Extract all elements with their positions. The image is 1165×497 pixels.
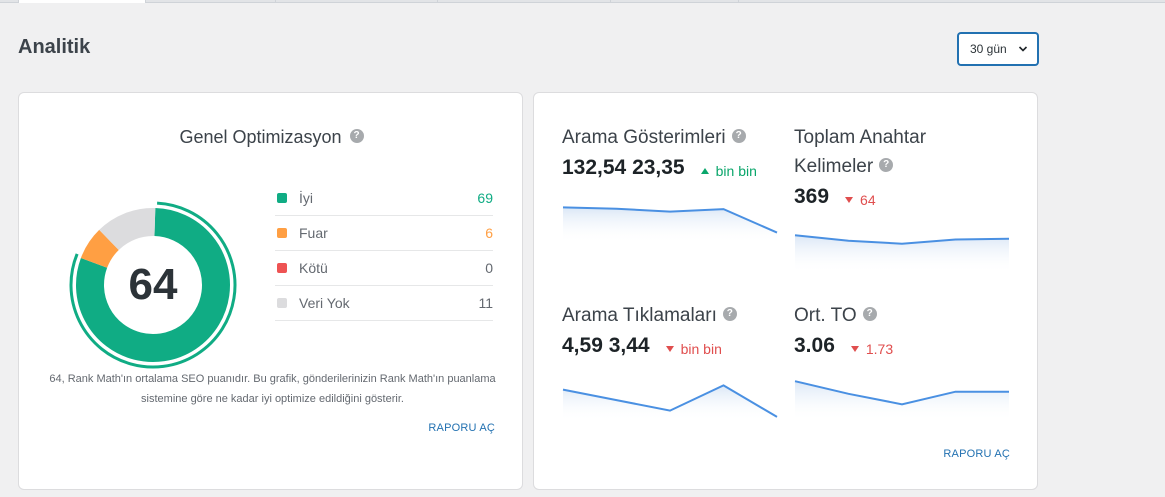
- arrow-down-icon: [665, 346, 674, 352]
- legend-label: Veri Yok: [299, 295, 350, 311]
- overall-optimization-title: Genel Optimizasyon: [179, 127, 342, 147]
- period-select-value: 30 gün: [970, 42, 1007, 56]
- legend-label: Kötü: [299, 260, 328, 276]
- metric-value: 4,59 3,44: [562, 334, 650, 357]
- metric-title: Arama Gösterimleri: [562, 127, 726, 148]
- legend-count: 11: [478, 295, 493, 311]
- sparkline-line: [794, 380, 1009, 406]
- metric-change-value: bin bin: [680, 341, 722, 357]
- metric-change-value: 64: [860, 192, 876, 208]
- sparkline-area: [795, 381, 1009, 421]
- sparkline-line: [794, 234, 1010, 245]
- arrow-down-icon: [845, 197, 854, 203]
- legend-item: İyi 69: [275, 181, 493, 216]
- sparkline-line: [562, 206, 778, 234]
- metric-value: 369: [794, 185, 830, 208]
- legend-swatch: [277, 298, 287, 308]
- legend-item: Fuar 6: [275, 216, 493, 251]
- metric-sparkline: [794, 380, 1009, 421]
- metric-heading: Toplam Anahtar Kelimeler?: [794, 123, 954, 181]
- active-tab[interactable]: [18, 0, 146, 3]
- metric-values: 4,59 3,44 bin bin: [562, 334, 778, 358]
- metric-change-value: bin bin: [715, 163, 757, 179]
- legend-item: Veri Yok 11: [275, 286, 493, 321]
- metric-value: 3.06: [794, 334, 835, 357]
- metric-heading: Arama Tıklamaları?: [562, 301, 778, 330]
- legend-label: Fuar: [299, 225, 328, 241]
- overall-description: 64, Rank Math'ın ortalama SEO puanıdır. …: [49, 373, 496, 405]
- score-donut-chart: [69, 201, 237, 369]
- metric-values: 3.06 1.73: [794, 334, 1010, 358]
- metric-change: bin bin: [665, 341, 722, 357]
- legend-count: 69: [477, 190, 493, 206]
- metric-sparkline: [562, 206, 778, 243]
- score-legend: İyi 69 Fuar 6 Kötü 0 Veri Yok 11: [275, 181, 493, 321]
- top-tab-bar: [0, 0, 1165, 3]
- open-report-link[interactable]: RAPORU AÇ: [428, 422, 495, 434]
- legend-count: 0: [485, 260, 493, 276]
- page-title: Analitik: [18, 36, 91, 58]
- overall-optimization-heading: Genel Optimizasyon?: [19, 127, 524, 148]
- overall-optimization-card: Genel Optimizasyon? 64 İyi 69 Fuar 6 Kötü 0 Ve…: [18, 92, 523, 490]
- metric-block: Arama Tıklamaları? 4,59 3,44 bin bin: [562, 301, 778, 358]
- metric-block: Toplam Anahtar Kelimeler? 369 64: [794, 123, 1010, 209]
- donut-highlight-ring: [69, 201, 237, 369]
- sparkline-area: [563, 207, 777, 243]
- arrow-up-icon: [700, 168, 709, 174]
- open-report-link[interactable]: RAPORU AÇ: [943, 448, 1010, 460]
- help-icon[interactable]: ?: [862, 306, 877, 321]
- arrow-down-icon: [850, 346, 859, 352]
- sparkline-area: [795, 235, 1009, 273]
- chevron-down-icon: [1018, 46, 1028, 52]
- tab-divider: [275, 0, 276, 3]
- metric-block: Arama Gösterimleri? 132,54 23,35 bin bin: [562, 123, 778, 180]
- metric-change: 1.73: [850, 341, 894, 357]
- tab-divider: [437, 0, 438, 3]
- donut-segment: [99, 208, 156, 251]
- help-icon[interactable]: ?: [879, 157, 894, 172]
- search-metrics-card: RAPORU AÇ Arama Gösterimleri? 132,54 23,3…: [533, 92, 1038, 490]
- metric-change: bin bin: [700, 163, 757, 179]
- legend-swatch: [277, 228, 287, 238]
- metric-title: Arama Tıklamaları: [562, 305, 717, 326]
- metric-sparkline: [794, 234, 1010, 273]
- legend-swatch: [277, 263, 287, 273]
- metric-title: Toplam Anahtar Kelimeler: [794, 127, 927, 177]
- help-icon[interactable]: ?: [349, 129, 364, 144]
- help-icon[interactable]: ?: [722, 306, 737, 321]
- period-select[interactable]: 30 gün: [958, 33, 1038, 65]
- metric-heading: Arama Gösterimleri?: [562, 123, 778, 152]
- metric-title: Ort. TO: [794, 305, 857, 326]
- metric-sparkline: [562, 384, 778, 421]
- metric-change-value: 1.73: [865, 341, 894, 357]
- metric-values: 132,54 23,35 bin bin: [562, 156, 778, 180]
- metric-heading: Ort. TO?: [794, 301, 1010, 330]
- metric-block: Ort. TO? 3.06 1.73: [794, 301, 1010, 358]
- tab-divider: [738, 0, 739, 3]
- sparkline-area: [563, 385, 777, 421]
- overall-score: 64: [128, 260, 178, 309]
- legend-count: 6: [485, 225, 493, 241]
- sparkline-line: [562, 384, 778, 418]
- legend-item: Kötü 0: [275, 251, 493, 286]
- legend-swatch: [277, 193, 287, 203]
- donut-segment: [80, 229, 120, 269]
- metric-change: 64: [845, 192, 876, 208]
- donut-segment: [76, 208, 230, 362]
- metric-value: 132,54 23,35: [562, 156, 685, 179]
- legend-label: İyi: [299, 190, 313, 206]
- help-icon[interactable]: ?: [731, 128, 746, 143]
- metric-values: 369 64: [794, 185, 1010, 209]
- tab-divider: [610, 0, 611, 3]
